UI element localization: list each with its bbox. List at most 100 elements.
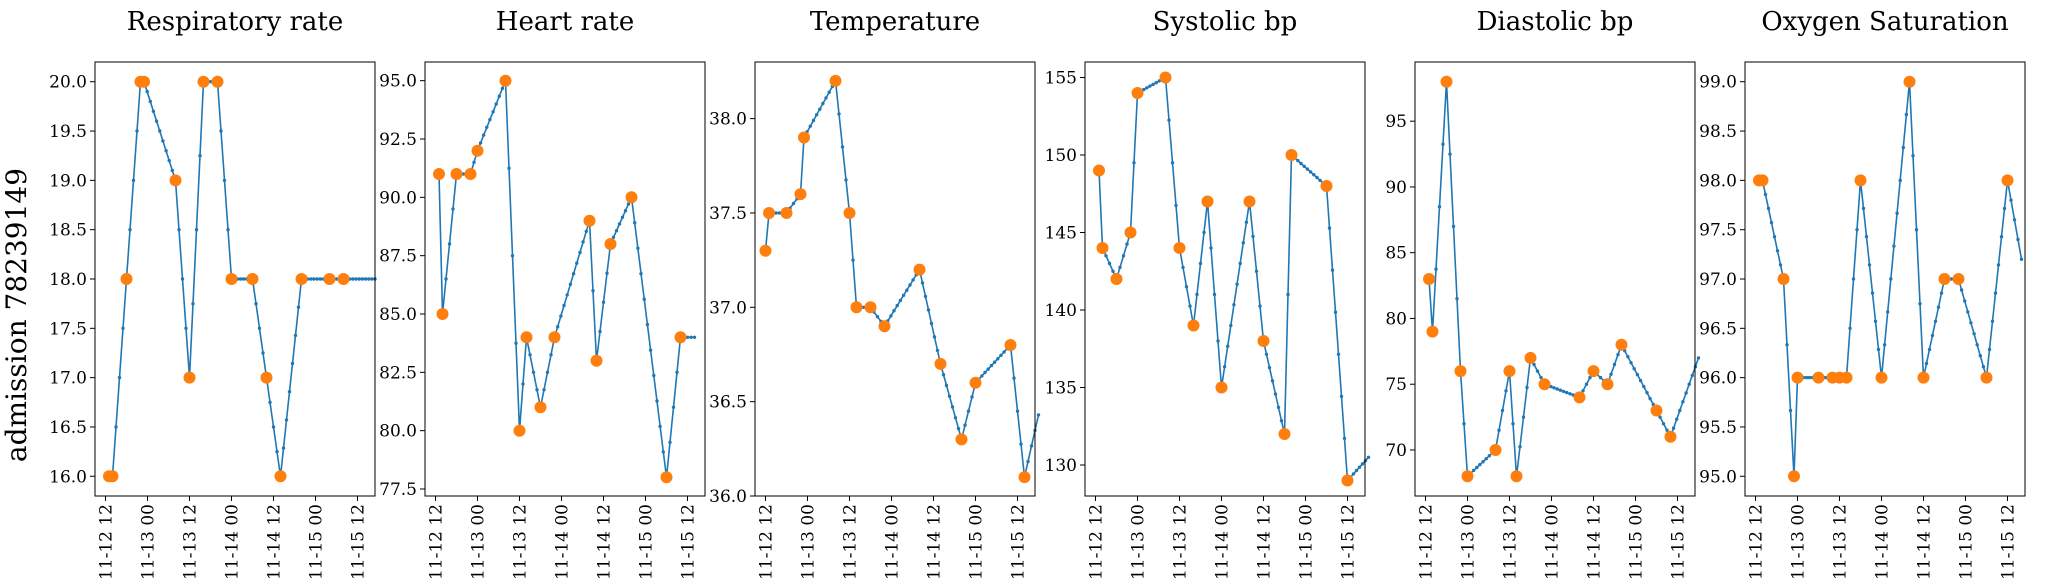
y-tick-label: 70	[1385, 441, 1407, 461]
observation-marker	[625, 191, 638, 204]
interpolated-dot	[461, 172, 466, 176]
interpolated-dot	[1612, 362, 1617, 367]
y-tick-label: 98.5	[1699, 122, 1737, 142]
observation-marker	[1573, 391, 1586, 404]
x-tick-label: 11-15 12	[1999, 504, 2019, 580]
interpolated-dot	[488, 117, 492, 122]
interpolated-dot	[824, 96, 828, 100]
x-tick-label: 11-13 12	[181, 504, 201, 580]
observation-marker	[138, 75, 150, 88]
interpolated-dot	[901, 293, 906, 297]
interpolated-dot	[1518, 445, 1522, 449]
interpolated-dot	[1609, 372, 1613, 376]
interpolated-dot	[2009, 198, 2013, 202]
x-tick-label: 11-14 12	[1915, 504, 1935, 580]
interpolated-dot	[889, 314, 893, 318]
observation-marker	[1503, 365, 1516, 378]
observation-marker	[1454, 365, 1467, 378]
observation-marker	[1285, 149, 1298, 161]
interpolated-dot	[1895, 211, 1899, 215]
x-tick-label: 11-14 12	[1255, 504, 1275, 580]
interpolated-dot	[1170, 161, 1175, 165]
interpolated-dot	[1305, 167, 1310, 171]
interpolated-dot	[652, 373, 656, 378]
x-tick-label: 11-14 00	[1213, 504, 1233, 580]
interpolated-dot	[648, 348, 653, 352]
interpolated-dot	[370, 277, 374, 281]
observation-marker	[1756, 174, 1769, 187]
interpolated-dot	[507, 166, 511, 170]
observation-marker	[1341, 474, 1354, 487]
panel-title: Systolic bp	[1153, 7, 1298, 37]
x-tick-label: 11-15 12	[1669, 504, 1689, 580]
x-tick-label: 11-14 12	[265, 504, 285, 580]
x-tick-label: 11-12 12	[1417, 504, 1437, 580]
interpolated-dot	[545, 370, 550, 374]
interpolated-dot	[1864, 235, 1869, 239]
observation-marker	[660, 471, 673, 484]
observation-marker	[106, 470, 119, 483]
interpolated-dot	[1104, 254, 1108, 258]
interpolated-dot	[1665, 428, 1669, 432]
x-tick-label: 11-13 00	[139, 504, 159, 580]
interpolated-dot	[451, 207, 455, 211]
interpolated-dot	[1244, 220, 1249, 224]
interpolated-dot	[1807, 375, 1812, 380]
y-tick-label: 155	[1045, 69, 1077, 89]
observation-marker	[1018, 471, 1031, 484]
interpolated-dot	[689, 335, 693, 339]
interpolated-dot	[1914, 228, 1919, 232]
interpolated-dot	[692, 335, 697, 339]
observation-marker	[183, 371, 196, 384]
observation-marker	[674, 331, 687, 344]
y-tick-label: 37.0	[709, 298, 747, 318]
interpolated-dot	[161, 139, 165, 143]
interpolated-dot	[151, 109, 156, 114]
observation-marker	[780, 207, 793, 219]
x-tick-label: 11-15 00	[1627, 504, 1647, 580]
y-tick-label: 38.0	[709, 110, 747, 130]
interpolated-dot	[1251, 234, 1255, 239]
interpolated-dot	[950, 405, 955, 409]
interpolated-dot	[1626, 355, 1630, 359]
interpolated-dot	[1351, 472, 1356, 476]
y-tick-label: 19.0	[49, 171, 87, 191]
panel-3: Systolic bp 130 135 140 145 150 155 11-12 12 11-…	[1045, 7, 1371, 580]
observation-marker	[955, 433, 968, 446]
interpolated-dot	[1296, 158, 1300, 163]
interpolated-dot	[1229, 323, 1233, 328]
observation-marker	[1131, 87, 1144, 99]
interpolated-dot	[1121, 254, 1126, 258]
interpolated-dot	[575, 261, 579, 265]
x-tick-label: 11-13 00	[799, 504, 819, 580]
x-tick-label: 11-14 12	[595, 504, 615, 580]
y-tick-label: 95.0	[1699, 467, 1737, 487]
interpolated-dot	[1772, 235, 1777, 239]
interpolated-dot	[1561, 389, 1566, 394]
interpolated-dot	[1969, 321, 1973, 325]
interpolated-dot	[1360, 462, 1365, 466]
y-tick-label: 85.0	[379, 305, 417, 325]
interpolated-dot	[1972, 332, 1976, 336]
interpolated-dot	[1276, 405, 1281, 410]
x-tick-label: 11-15 00	[1297, 504, 1317, 580]
y-tick-label: 98.0	[1699, 171, 1737, 191]
interpolated-dot	[923, 294, 928, 299]
interpolated-dot	[219, 129, 223, 133]
interpolated-dot	[614, 229, 619, 233]
y-tick-label: 17.0	[49, 369, 87, 389]
panel-0: Respiratory rate 16.0 16.5 17.0 17.5 18.0 18.5…	[49, 7, 377, 580]
observation-marker	[759, 244, 772, 257]
interpolated-dot	[1987, 347, 1992, 352]
interpolated-dot	[1026, 459, 1030, 464]
x-tick-label: 11-14 00	[1543, 504, 1563, 580]
interpolated-dot	[1270, 379, 1275, 383]
interpolated-dot	[121, 326, 125, 330]
interpolated-dot	[1029, 444, 1034, 448]
interpolated-dot	[222, 178, 227, 183]
interpolated-dot	[198, 154, 202, 158]
interpolated-dot	[1870, 291, 1875, 295]
x-tick-label: 11-14 12	[1585, 504, 1605, 580]
interpolated-dot	[983, 370, 987, 375]
interpolated-dot	[257, 326, 262, 330]
